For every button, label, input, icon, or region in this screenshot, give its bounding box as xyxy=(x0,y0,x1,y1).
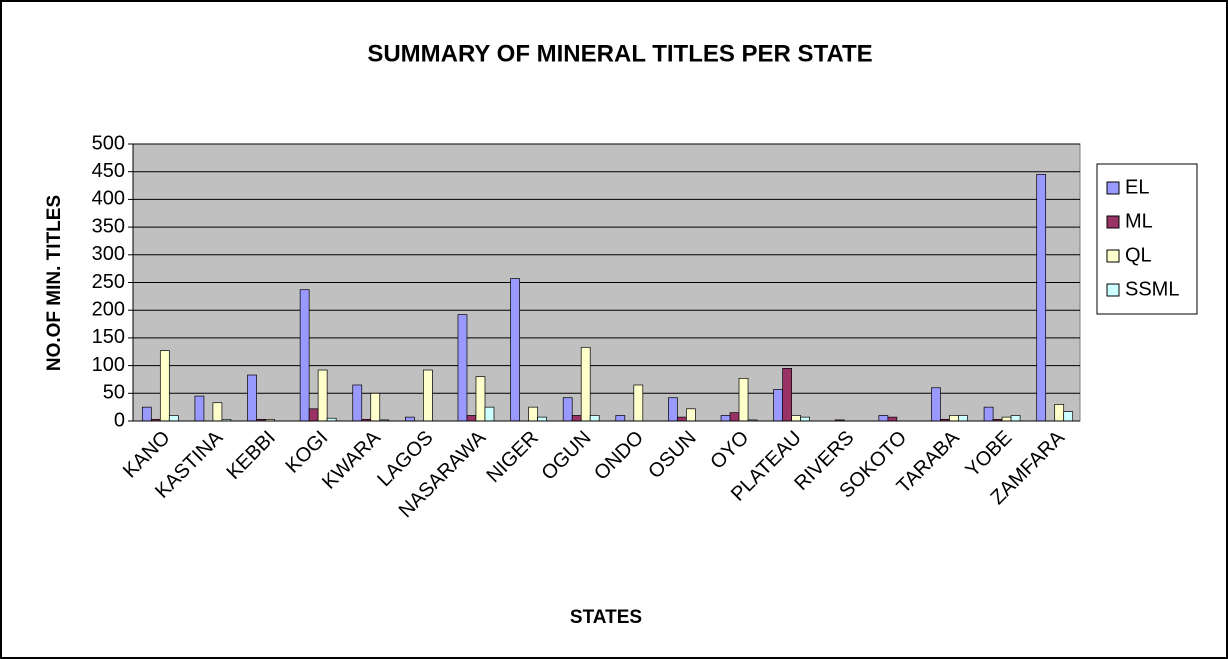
bar xyxy=(1036,174,1047,422)
bar xyxy=(423,369,433,422)
bar xyxy=(958,415,968,422)
y-tick-label: 300 xyxy=(92,243,125,265)
y-tick-label: 200 xyxy=(92,298,125,320)
y-tick-label: 500 xyxy=(92,132,125,154)
y-tick-label: 50 xyxy=(103,382,125,404)
bar xyxy=(589,415,600,422)
bar xyxy=(782,368,792,422)
bar xyxy=(686,408,696,422)
bar xyxy=(457,314,468,422)
bar xyxy=(159,350,170,422)
bar xyxy=(738,377,749,422)
bar xyxy=(791,415,801,422)
legend-label: ML xyxy=(1125,210,1153,232)
bar xyxy=(562,397,573,422)
bar xyxy=(475,376,486,422)
bar xyxy=(729,412,740,422)
bar xyxy=(405,416,415,422)
bar xyxy=(537,416,547,422)
bar xyxy=(949,415,959,422)
y-tick-label: 250 xyxy=(92,271,125,293)
bar xyxy=(615,415,626,422)
bar xyxy=(168,415,179,422)
bar xyxy=(633,384,644,422)
legend-swatch xyxy=(1106,249,1120,263)
legend-label: QL xyxy=(1125,244,1152,266)
bar xyxy=(317,369,328,422)
y-tick-label: 0 xyxy=(114,409,125,431)
bar xyxy=(580,346,591,422)
bar xyxy=(141,406,152,422)
bar xyxy=(194,395,205,422)
bar xyxy=(931,387,941,422)
bar xyxy=(800,416,810,422)
bar xyxy=(1010,415,1021,422)
bar xyxy=(983,406,994,422)
bar xyxy=(1063,411,1074,422)
bar xyxy=(668,397,678,422)
y-tick-label: 450 xyxy=(92,160,125,182)
bar xyxy=(510,278,520,422)
bar xyxy=(1054,404,1065,422)
bar xyxy=(773,389,783,422)
legend-swatch xyxy=(1106,283,1120,297)
bar xyxy=(677,416,687,422)
bar xyxy=(352,384,363,422)
chart-title: SUMMARY OF MINERAL TITLES PER STATE xyxy=(367,40,872,67)
bar xyxy=(528,406,538,422)
bar xyxy=(308,408,319,422)
bar xyxy=(299,289,310,422)
legend-label: EL xyxy=(1125,176,1149,198)
y-tick-label: 100 xyxy=(92,354,125,376)
bar xyxy=(247,374,257,422)
bar xyxy=(720,415,731,422)
bar xyxy=(887,416,898,422)
y-tick-label: 400 xyxy=(92,188,125,210)
legend-swatch xyxy=(1106,181,1120,195)
legend-label: SSML xyxy=(1125,278,1179,300)
x-axis-label: STATES xyxy=(570,607,642,628)
y-tick-label: 150 xyxy=(92,326,125,348)
bar xyxy=(1001,416,1012,422)
bar xyxy=(212,402,223,422)
y-tick-label: 350 xyxy=(92,215,125,237)
legend-swatch xyxy=(1106,215,1120,229)
bar xyxy=(878,415,889,422)
bar xyxy=(484,406,495,422)
y-axis-label: NO.OF MIN. TITLES xyxy=(44,195,65,371)
bar xyxy=(466,415,477,422)
bar xyxy=(370,392,381,422)
bar xyxy=(571,415,582,422)
